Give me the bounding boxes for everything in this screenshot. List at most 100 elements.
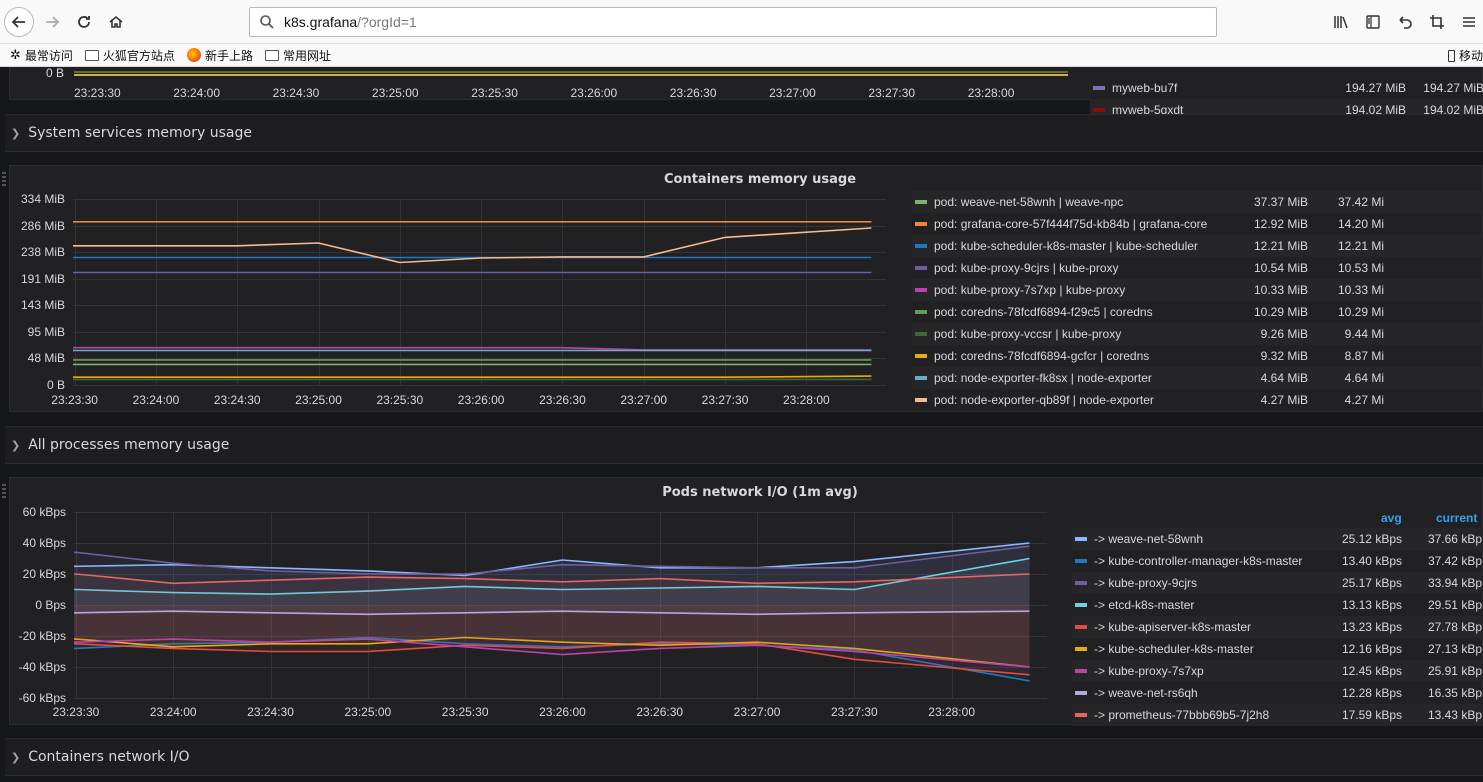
legend-swatch — [915, 398, 927, 402]
grid-line — [270, 512, 272, 698]
x-tick-label: 23:24:00 — [132, 393, 180, 407]
grafana-dashboard: 0 B 23:23:30 23:24:00 23:24:30 23:25:00 23:2… — [0, 67, 1483, 782]
series-line — [73, 346, 872, 351]
legend-item[interactable]: -> etcd-k8s-master 13.13 kBps 29.51 kBp — [1072, 594, 1483, 616]
url-text[interactable]: k8s.grafana/?orgId=1 — [284, 14, 417, 30]
legend-value-avg: 13.40 kBps — [1341, 554, 1402, 568]
drag-handle-icon[interactable] — [2, 172, 6, 186]
legend-series-name: -> kube-proxy-9cjrs — [1094, 576, 1198, 590]
legend-item[interactable]: pod: kube-scheduler-k8s-master | kube-sc… — [912, 235, 1483, 257]
grid-line — [562, 199, 564, 385]
legend-swatch — [1075, 625, 1087, 629]
drag-handle-icon[interactable] — [2, 484, 6, 498]
legend-swatch — [1075, 603, 1087, 607]
grid-line — [73, 385, 886, 386]
legend-series-name: -> kube-scheduler-k8s-master — [1094, 642, 1254, 656]
grid-line — [757, 512, 759, 698]
bookmark-most-visited[interactable]: ✲ 最常访问 — [10, 47, 73, 64]
home-icon[interactable] — [101, 7, 131, 37]
y-tick-label: 191 MiB — [20, 271, 65, 286]
legend-item[interactable]: pod: kube-proxy-vccsr | kube-proxy 9.26 M… — [912, 323, 1483, 345]
chevron-right-icon: ❯ — [11, 750, 21, 764]
y-tick-label: 286 MiB — [20, 218, 65, 233]
bookmark-mobile[interactable]: 移动 — [1447, 44, 1483, 67]
row-containers-network[interactable]: ❯ Containers network I/O — [5, 738, 1483, 776]
legend-header-avg[interactable]: avg — [1381, 511, 1402, 525]
legend-item[interactable]: pod: weave-net-58wnh | weave-npc 37.37 Mi… — [912, 191, 1483, 213]
legend-swatch — [1075, 537, 1087, 541]
legend-item[interactable]: pod: kube-proxy-7s7xp | kube-proxy 10.33 … — [912, 279, 1483, 301]
legend-item[interactable]: -> kube-proxy-7s7xp 12.45 kBps 25.91 kBp — [1072, 660, 1483, 682]
legend-item[interactable]: -> kube-controller-manager-k8s-master 13.… — [1072, 550, 1483, 572]
x-tick-label: 23:23:30 — [74, 86, 121, 100]
bookmark-label: 新手上路 — [204, 48, 253, 63]
url-bar[interactable]: k8s.grafana/?orgId=1 — [249, 7, 1217, 37]
legend-series-name: -> weave-net-rs6qh — [1094, 686, 1198, 700]
legend-header-current[interactable]: current — [1436, 511, 1478, 525]
legend-value-current: 14.20 Mi — [1337, 217, 1384, 231]
library-icon[interactable] — [1327, 10, 1355, 34]
legend-value-avg: 9.32 MiB — [1260, 349, 1308, 363]
undo-icon[interactable] — [1391, 10, 1419, 34]
y-tick-label: 0 B — [46, 67, 65, 80]
legend-value-avg: 17.59 kBps — [1341, 708, 1402, 722]
bookmarks-bar: ✲ 最常访问 火狐官方站点 新手上路 常用网址 移动 — [0, 44, 1483, 67]
legend-item[interactable]: -> prometheus-77bbb69b5-7j2h8 17.59 kBps 1… — [1072, 704, 1483, 726]
bookmark-getting-started[interactable]: 新手上路 — [186, 47, 253, 64]
folder-icon — [264, 49, 279, 61]
legend-item[interactable]: pod: kube-proxy-9cjrs | kube-proxy 10.54 … — [912, 257, 1483, 279]
grid-line — [75, 512, 77, 698]
legend-item[interactable]: pod: coredns-78fcdf6894-f29c5 | coredns 1… — [912, 301, 1483, 323]
grid-line — [399, 199, 401, 385]
row-all-processes[interactable]: ❯ All processes memory usage — [5, 426, 1483, 464]
legend-item[interactable]: -> weave-net-58wnh 25.12 kBps 37.66 kBp — [1072, 528, 1483, 550]
x-tick-label: 23:24:00 — [149, 705, 197, 719]
forward-icon[interactable] — [37, 7, 67, 37]
sidebar-icon[interactable] — [1359, 10, 1387, 34]
legend-item[interactable]: myweb-bu7f 194.27 MiB 194.27 MiB — [1090, 77, 1483, 99]
firefox-icon — [186, 48, 201, 62]
legend-item[interactable]: -> kube-apiserver-k8s-master 13.23 kBps 27… — [1072, 616, 1483, 638]
legend-value-current: 27.78 kBp — [1427, 620, 1482, 634]
legend-value-current: 10.33 Mi — [1337, 283, 1384, 297]
legend-item[interactable]: pod: node-exporter-qb89f | node-exporter… — [912, 389, 1483, 411]
legend-value-avg: 10.33 MiB — [1253, 283, 1308, 297]
search-icon — [250, 14, 284, 30]
x-tick-label: 23:26:30 — [636, 705, 684, 719]
legend-item[interactable]: pod: coredns-78fcdf6894-gcfcr | coredns 9… — [912, 345, 1483, 367]
legend-item[interactable]: -> kube-scheduler-k8s-master 12.16 kBps 27… — [1072, 638, 1483, 660]
reload-icon[interactable] — [69, 7, 99, 37]
legend-value-avg: 12.16 kBps — [1341, 642, 1402, 656]
legend-item[interactable]: pod: node-exporter-fk8sx | node-exporter… — [912, 367, 1483, 389]
x-tick-label: 23:24:30 — [247, 705, 294, 719]
series-line — [74, 573, 1030, 585]
x-tick-label: 23:27:00 — [733, 705, 781, 719]
grid-line — [237, 199, 239, 385]
bookmark-firefox-site[interactable]: 火狐官方站点 — [84, 47, 175, 64]
series-line — [74, 610, 1030, 616]
legend-value-avg: 37.37 MiB — [1253, 195, 1308, 209]
legend-value-avg: 9.26 MiB — [1260, 327, 1308, 341]
legend-item[interactable]: pod: grafana-core-57f444f75d-kb84b | gra… — [912, 213, 1483, 235]
grid-line — [74, 543, 1047, 544]
bookmark-common-sites[interactable]: 常用网址 — [264, 47, 331, 64]
back-icon[interactable] — [4, 7, 34, 37]
y-tick-label: 334 MiB — [20, 192, 65, 206]
legend-item[interactable]: -> kube-proxy-9cjrs 25.17 kBps 33.94 kBp — [1072, 572, 1483, 594]
x-tick-label: 23:26:00 — [539, 705, 586, 719]
legend-swatch — [915, 288, 927, 292]
grid-line — [73, 278, 886, 280]
screenshot-icon[interactable] — [1423, 10, 1451, 34]
grid-line — [659, 512, 661, 698]
grid-line — [73, 225, 886, 227]
x-tick-label: 23:23:30 — [51, 393, 98, 407]
series-area — [74, 543, 1030, 605]
grid-line — [73, 305, 886, 307]
grid-line — [367, 512, 369, 698]
legend-item[interactable]: -> weave-net-rs6qh 12.28 kBps 16.35 kBp — [1072, 682, 1483, 704]
series-line — [74, 636, 1030, 668]
legend-series-name: pod: kube-scheduler-k8s-master | kube-sc… — [934, 239, 1198, 253]
row-system-services[interactable]: ❯ System services memory usage — [5, 114, 1483, 152]
more-icon[interactable] — [1455, 10, 1483, 34]
y-tick-label: 48 MiB — [27, 351, 65, 366]
